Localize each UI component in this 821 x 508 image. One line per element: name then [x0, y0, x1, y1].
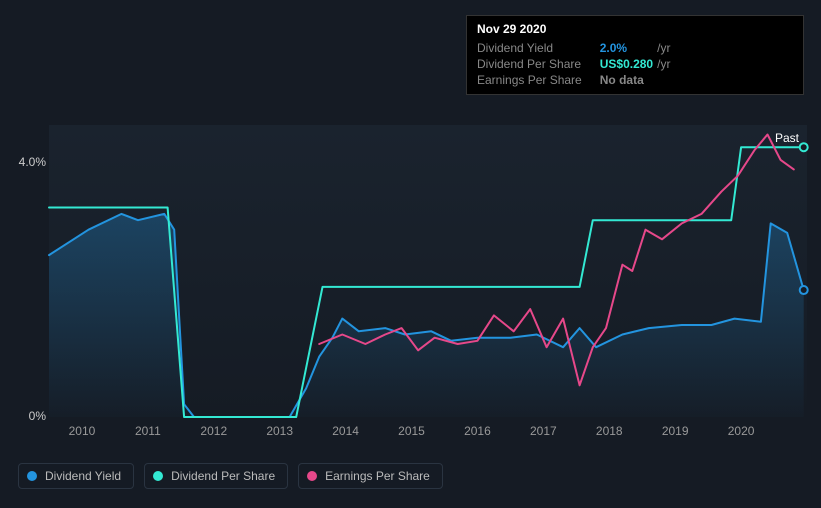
dividend-per-share-line-end-marker [800, 143, 808, 151]
legend-label: Dividend Yield [45, 469, 121, 483]
chart-tooltip: Nov 29 2020 Dividend Yield2.0%/yrDividen… [466, 15, 804, 95]
x-axis-label: 2011 [135, 424, 161, 438]
x-axis-label: 2013 [266, 424, 293, 438]
tooltip-row-label: Earnings Per Share [477, 72, 600, 88]
x-axis-label: 2014 [332, 424, 359, 438]
dividend-yield-line-end-marker [800, 286, 808, 294]
legend-swatch [153, 471, 163, 481]
x-axis-label: 2010 [69, 424, 96, 438]
tooltip-date: Nov 29 2020 [477, 22, 793, 36]
tooltip-row-value: 2.0% [600, 40, 653, 56]
chart-legend: Dividend Yield Dividend Per Share Earnings… [18, 463, 443, 489]
tooltip-row: Dividend Yield2.0%/yr [477, 40, 670, 56]
tooltip-row: Earnings Per ShareNo data [477, 72, 670, 88]
tooltip-row-value: US$0.280 [600, 56, 653, 72]
tooltip-table: Dividend Yield2.0%/yrDividend Per ShareU… [477, 40, 670, 88]
legend-swatch [307, 471, 317, 481]
legend-item-dividend-per-share[interactable]: Dividend Per Share [144, 463, 288, 489]
tooltip-row-unit [653, 72, 670, 88]
tooltip-row-value: No data [600, 72, 653, 88]
legend-item-dividend-yield[interactable]: Dividend Yield [18, 463, 134, 489]
x-axis-label: 2017 [530, 424, 557, 438]
x-axis-label: 2019 [662, 424, 689, 438]
tooltip-row-unit: /yr [653, 56, 670, 72]
tooltip-row-unit: /yr [653, 40, 670, 56]
legend-label: Earnings Per Share [325, 469, 430, 483]
tooltip-row-label: Dividend Per Share [477, 56, 600, 72]
x-axis-label: 2016 [464, 424, 491, 438]
x-axis-label: 2018 [596, 424, 623, 438]
past-label: Past [775, 131, 799, 145]
tooltip-row-label: Dividend Yield [477, 40, 600, 56]
legend-label: Dividend Per Share [171, 469, 275, 483]
legend-swatch [27, 471, 37, 481]
x-axis-label: 2012 [200, 424, 227, 438]
x-axis-label: 2020 [728, 424, 755, 438]
x-axis-label: 2015 [398, 424, 425, 438]
legend-item-earnings-per-share[interactable]: Earnings Per Share [298, 463, 443, 489]
tooltip-row: Dividend Per ShareUS$0.280/yr [477, 56, 670, 72]
